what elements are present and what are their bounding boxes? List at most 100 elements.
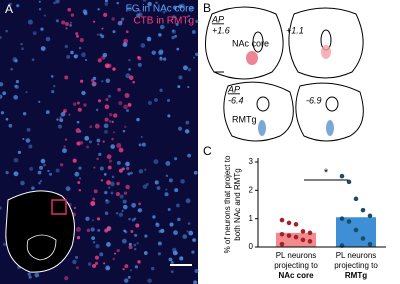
cell — [0, 82, 4, 87]
cell — [105, 78, 111, 84]
x-tick-label: RMTg — [345, 271, 367, 280]
cell — [113, 131, 116, 134]
cell — [60, 111, 66, 117]
cells — [0, 0, 199, 284]
cell — [179, 256, 184, 261]
cell — [78, 188, 82, 192]
cell — [147, 278, 152, 284]
cell — [118, 212, 124, 217]
cell — [118, 147, 124, 153]
injection-site — [258, 120, 266, 136]
cell — [109, 112, 113, 117]
cell — [28, 275, 32, 279]
cell — [187, 86, 190, 89]
cell — [69, 21, 73, 24]
cell — [77, 101, 80, 105]
cell — [116, 248, 120, 253]
cell — [15, 80, 20, 84]
cell — [97, 229, 101, 232]
cell — [159, 88, 163, 92]
cell — [138, 169, 144, 174]
cell — [154, 180, 159, 185]
cell — [72, 259, 77, 265]
x-tick-label: projecting to — [274, 261, 318, 270]
cell — [75, 266, 80, 270]
cell — [105, 98, 109, 102]
cell — [0, 94, 3, 99]
cell — [79, 37, 84, 43]
cell — [105, 265, 111, 271]
cell — [48, 172, 53, 176]
cell — [135, 223, 140, 228]
cell — [176, 47, 180, 51]
cell — [156, 186, 161, 190]
cell — [138, 202, 142, 206]
cell — [75, 34, 80, 38]
cell — [76, 235, 81, 240]
cell — [125, 30, 129, 34]
cell — [92, 76, 97, 81]
section-2 — [288, 7, 364, 79]
cell — [174, 157, 178, 161]
cell — [168, 178, 173, 183]
cell — [193, 56, 196, 59]
cell — [124, 264, 129, 269]
injection-site — [246, 51, 258, 65]
cell — [110, 144, 115, 149]
injection-site — [321, 45, 331, 59]
cell — [155, 1, 158, 4]
cell — [84, 135, 90, 141]
cell — [180, 179, 185, 184]
cell — [105, 199, 108, 202]
cell — [128, 58, 131, 62]
cell — [32, 31, 37, 36]
cell — [94, 255, 99, 260]
y-tick-label: 2 — [249, 185, 254, 194]
cell — [96, 157, 99, 161]
cell — [151, 266, 155, 271]
legend-ctb: CTB in RMTg — [133, 16, 194, 27]
cell — [128, 68, 131, 71]
cell — [137, 260, 141, 264]
cell — [192, 238, 195, 242]
cell — [104, 211, 109, 216]
cell — [100, 34, 105, 39]
cell — [177, 85, 181, 89]
cell — [174, 188, 179, 193]
ap-level: +1.1 — [286, 25, 304, 35]
cell — [55, 19, 59, 23]
cell — [101, 27, 104, 30]
cell — [14, 59, 18, 63]
cell — [0, 206, 2, 210]
cell — [98, 152, 102, 157]
cell — [51, 90, 55, 94]
cell — [120, 20, 123, 23]
cell — [177, 126, 183, 131]
cell — [80, 79, 84, 83]
cell — [70, 50, 74, 55]
section-3 — [223, 81, 294, 142]
cell — [72, 102, 77, 106]
cell — [65, 27, 68, 30]
cell — [89, 125, 93, 129]
cell — [92, 241, 96, 244]
cell — [26, 127, 31, 132]
cell — [111, 175, 115, 179]
cell — [159, 56, 163, 59]
cell — [124, 278, 129, 283]
x-tick-label: PL neurons — [336, 251, 377, 260]
cell — [119, 194, 124, 199]
cell — [122, 204, 128, 210]
cell — [112, 30, 116, 34]
cell — [12, 57, 18, 62]
region-label: RMTg — [232, 114, 257, 124]
cell — [138, 143, 142, 147]
cell — [155, 222, 159, 226]
data-point — [279, 231, 285, 237]
cell — [124, 93, 130, 99]
cell — [79, 177, 82, 180]
cell — [102, 140, 105, 143]
ap-level: +1.6 — [212, 25, 230, 35]
cell — [20, 180, 25, 186]
ap-label: AP — [227, 84, 240, 94]
